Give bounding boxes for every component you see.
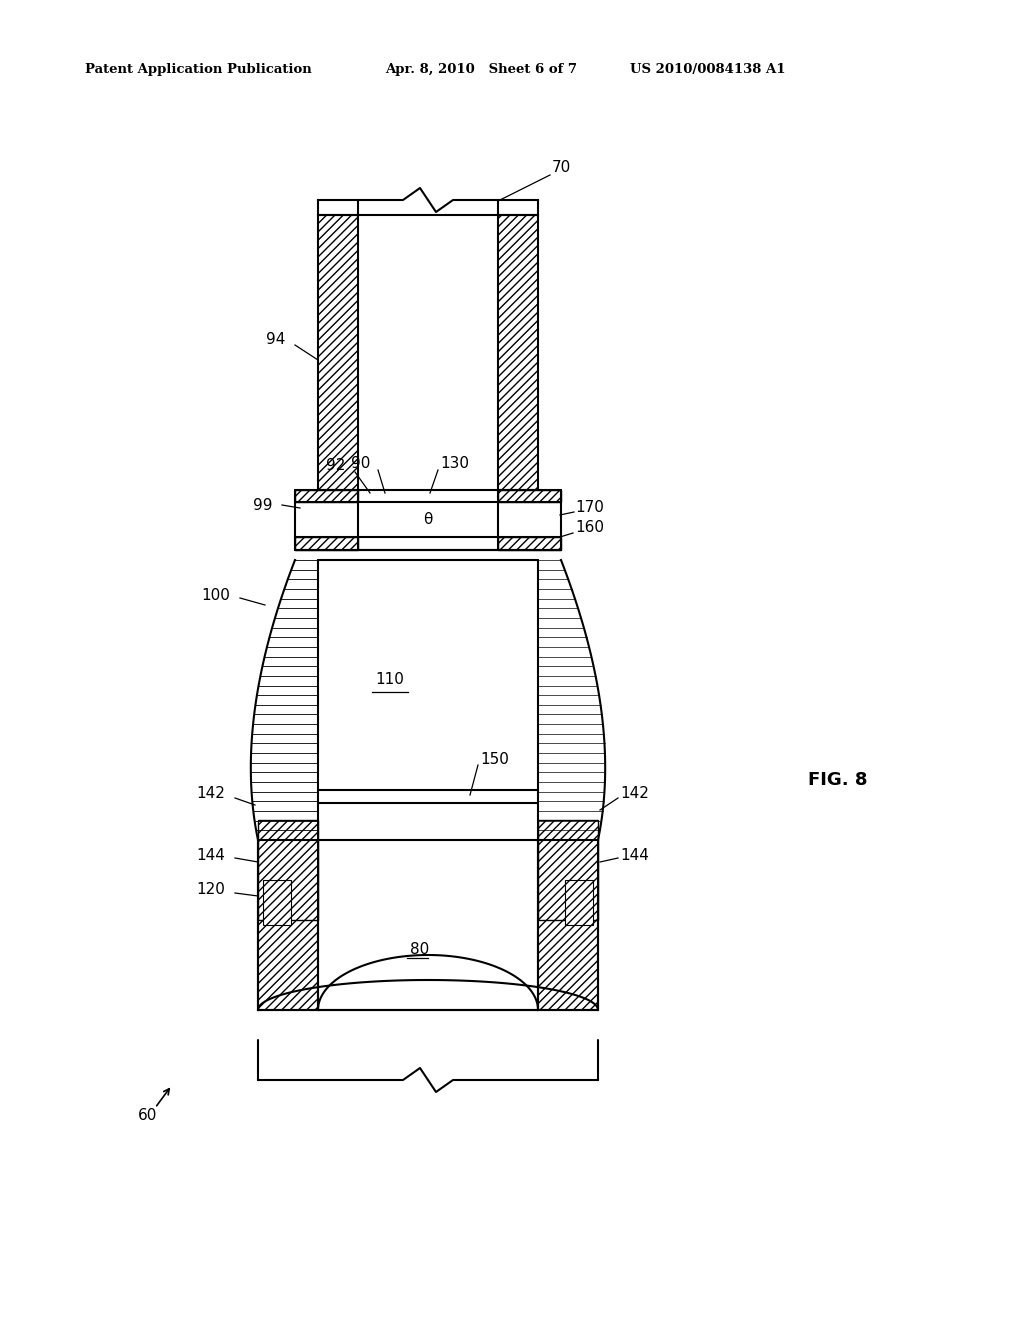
Text: 110: 110	[376, 672, 404, 688]
Text: θ: θ	[423, 512, 433, 527]
Bar	[498, 215, 538, 490]
Text: Patent Application Publication: Patent Application Publication	[85, 63, 311, 77]
Text: 60: 60	[138, 1107, 158, 1122]
Text: 90: 90	[350, 455, 370, 470]
Text: Apr. 8, 2010   Sheet 6 of 7: Apr. 8, 2010 Sheet 6 of 7	[385, 63, 577, 77]
Text: 144: 144	[620, 847, 649, 862]
Text: 170: 170	[575, 500, 604, 516]
Bar	[258, 820, 318, 920]
Text: 100: 100	[201, 587, 230, 602]
Text: 142: 142	[620, 785, 649, 800]
Bar	[295, 537, 358, 550]
Bar	[295, 490, 358, 502]
Text: 99: 99	[253, 498, 272, 512]
Bar	[538, 840, 598, 1010]
Text: 94: 94	[265, 333, 285, 347]
Bar	[565, 880, 593, 925]
Bar	[498, 537, 561, 550]
Bar	[263, 880, 291, 925]
Text: 144: 144	[197, 847, 225, 862]
Text: 142: 142	[197, 785, 225, 800]
Text: 92: 92	[326, 458, 345, 474]
Text: FIG. 8: FIG. 8	[808, 771, 867, 789]
Text: 80: 80	[411, 942, 430, 957]
Text: 150: 150	[480, 752, 509, 767]
Text: 70: 70	[552, 161, 571, 176]
Text: US 2010/0084138 A1: US 2010/0084138 A1	[630, 63, 785, 77]
Text: 120: 120	[197, 883, 225, 898]
Bar	[318, 215, 358, 490]
Text: 160: 160	[575, 520, 604, 536]
Bar	[498, 490, 561, 502]
Bar	[258, 840, 318, 1010]
Bar	[538, 820, 598, 920]
Text: 130: 130	[440, 455, 469, 470]
